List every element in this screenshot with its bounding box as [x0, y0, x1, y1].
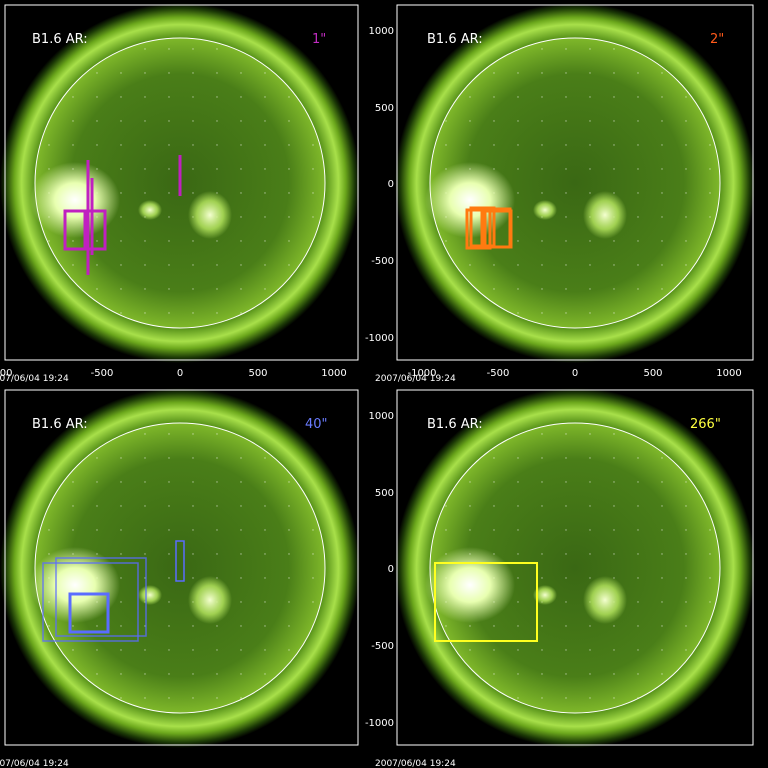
panel-label: B1.6 AR: [32, 417, 88, 432]
x-tick: 1000 [716, 368, 741, 379]
scale-label: 40" [305, 417, 328, 432]
active-region-tertiary [533, 585, 557, 605]
scale-label: 1" [312, 32, 326, 47]
active-region-tertiary [138, 200, 162, 220]
active-region-bright [30, 162, 120, 238]
x-tick: -500 [91, 368, 114, 379]
y-tick: 500 [375, 488, 394, 499]
y-axis-ticks: 1000 500 0 -500 -1000 [365, 411, 394, 729]
fov-box-4 [483, 209, 513, 249]
timestamp: 2007/06/04 19:24 [0, 374, 69, 384]
x-tick: -1000 [407, 368, 436, 379]
x-tick: 0 [572, 368, 578, 379]
raster-boxes [434, 562, 538, 642]
frame-border [396, 389, 754, 746]
fov-box-large-1 [42, 562, 139, 642]
fov-box-large-2 [55, 557, 147, 637]
panel-4: B1.6 AR: 266" 1000 500 0 -500 -1000 2007… [365, 388, 755, 768]
raster-boxes [465, 206, 513, 250]
y-tick: -500 [371, 641, 394, 652]
y-tick: 0 [388, 179, 394, 190]
active-region-secondary [583, 576, 627, 624]
x-tick: 500 [248, 368, 267, 379]
scale-label: 2" [710, 32, 724, 47]
x-tick: 0 [177, 368, 183, 379]
x-tick: -1000 [0, 368, 13, 379]
fov-slit [175, 540, 185, 582]
scale-label: 266" [690, 417, 721, 432]
y-tick: -1000 [365, 333, 394, 344]
active-region-secondary [188, 576, 232, 624]
raster-boxes [42, 540, 185, 642]
y-tick: 0 [388, 564, 394, 575]
active-region-tertiary [533, 200, 557, 220]
x-axis-ticks: -1000 -500 0 500 1000 [407, 368, 741, 379]
active-region-secondary [188, 191, 232, 239]
fov-box-small [68, 592, 110, 634]
timestamp: 2007/06/04 19:24 [0, 759, 69, 768]
y-tick: 1000 [369, 26, 394, 37]
y-tick: -500 [371, 256, 394, 267]
panel-3: B1.6 AR: 40" 2007/06/04 19:24 [0, 388, 360, 768]
y-axis-ticks: 1000 500 0 -500 -1000 [365, 26, 394, 344]
panel-label: B1.6 AR: [427, 32, 483, 47]
x-axis-ticks: -1000 -500 0 500 1000 [0, 368, 347, 379]
fov-box-2 [83, 209, 107, 251]
y-tick: 1000 [369, 411, 394, 422]
y-tick: -1000 [365, 718, 394, 729]
frame-border [4, 4, 359, 361]
fov-box-1 [465, 208, 492, 250]
x-tick: -500 [487, 368, 510, 379]
active-region-secondary [583, 191, 627, 239]
active-region-tertiary [138, 585, 162, 605]
timestamp: 2007/06/04 19:24 [375, 374, 456, 384]
coordinate-grid [430, 38, 720, 328]
x-tick: 1000 [321, 368, 346, 379]
panel-2: B1.6 AR: 2" 1000 500 0 -500 -1000 -1000 … [365, 3, 755, 384]
raster-boxes [63, 155, 182, 275]
y-tick: 500 [375, 103, 394, 114]
frame-border [396, 4, 754, 361]
timestamp: 2007/06/04 19:24 [375, 759, 456, 768]
active-region-bright [425, 547, 515, 623]
panel-label: B1.6 AR: [32, 32, 88, 47]
active-region-bright [30, 547, 120, 623]
fov-box [434, 562, 538, 642]
x-tick: 500 [643, 368, 662, 379]
panel-1: B1.6 AR: 1" -1000 -500 0 500 1000 2007/0… [0, 3, 360, 384]
panel-label: B1.6 AR: [427, 417, 483, 432]
frame-border [4, 389, 359, 746]
